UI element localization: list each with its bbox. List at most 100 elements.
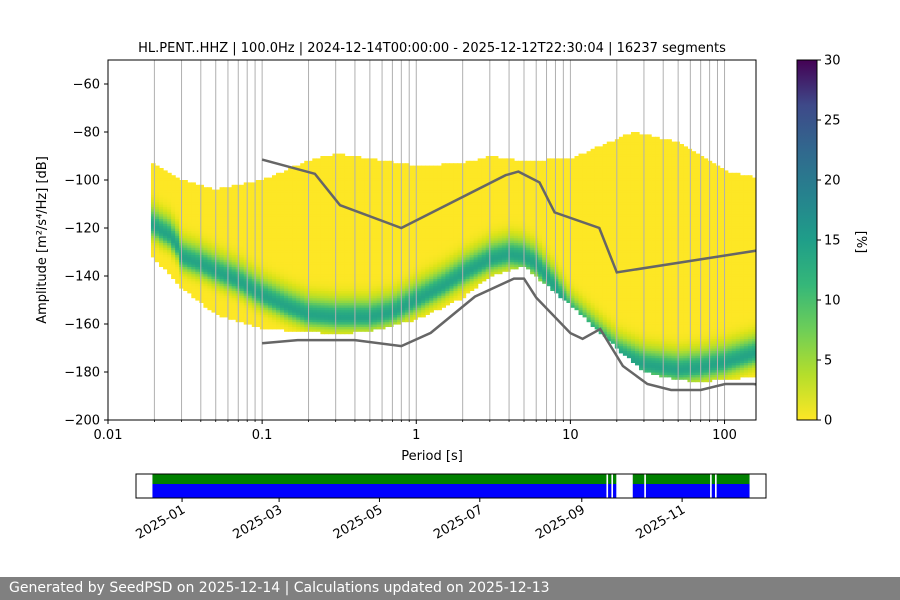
heatmap-cell bbox=[263, 177, 269, 181]
heatmap-cell bbox=[304, 254, 309, 258]
heatmap-cell bbox=[324, 213, 330, 217]
heatmap-cell bbox=[380, 244, 386, 248]
heatmap-cell bbox=[328, 268, 334, 272]
heatmap-cell bbox=[401, 230, 406, 234]
heatmap-cell bbox=[368, 163, 374, 167]
heatmap-cell bbox=[300, 211, 305, 215]
heatmap-cell bbox=[380, 292, 386, 296]
heatmap-cell bbox=[231, 309, 237, 313]
heatmap-cell bbox=[167, 187, 172, 191]
heatmap-cell bbox=[364, 180, 370, 183]
heatmap-cell bbox=[384, 211, 390, 215]
heatmap-cell bbox=[449, 256, 455, 260]
heatmap-cell bbox=[159, 232, 164, 236]
heatmap-cell bbox=[417, 199, 422, 203]
heatmap-cell bbox=[465, 184, 471, 188]
heatmap-cell bbox=[304, 175, 309, 179]
heatmap-cell bbox=[437, 213, 442, 217]
heatmap-cell bbox=[376, 273, 382, 277]
heatmap-cell bbox=[328, 189, 334, 193]
heatmap-cell bbox=[360, 225, 366, 229]
heatmap-cell bbox=[203, 201, 209, 205]
heatmap-cell bbox=[227, 196, 233, 200]
heatmap-cell bbox=[409, 316, 414, 320]
heatmap-cell bbox=[380, 314, 386, 318]
heatmap-cell bbox=[469, 254, 475, 258]
heatmap-cell bbox=[364, 230, 370, 234]
heatmap-cell bbox=[328, 172, 334, 176]
heatmap-cell bbox=[292, 290, 297, 294]
heatmap-cell bbox=[356, 307, 362, 311]
heatmap-cell bbox=[376, 324, 382, 327]
heatmap-cell bbox=[227, 225, 233, 229]
heatmap-cell bbox=[336, 297, 342, 301]
heatmap-cell bbox=[425, 225, 430, 229]
heatmap-cell bbox=[150, 211, 156, 215]
heatmap-cell bbox=[441, 170, 447, 174]
heatmap-cell bbox=[296, 216, 301, 219]
heatmap-cell bbox=[267, 232, 273, 236]
heatmap-cell bbox=[255, 285, 261, 289]
heatmap-cell bbox=[372, 160, 378, 164]
heatmap-cell bbox=[288, 208, 293, 212]
heatmap-cell bbox=[316, 259, 321, 263]
heatmap-cell bbox=[429, 204, 434, 207]
heatmap-cell bbox=[163, 216, 168, 219]
heatmap-cell bbox=[372, 319, 378, 323]
heatmap-cell bbox=[332, 290, 338, 294]
heatmap-cell bbox=[360, 314, 366, 318]
heatmap-cell bbox=[199, 211, 204, 215]
heatmap-cell bbox=[405, 189, 410, 193]
heatmap-cell bbox=[380, 266, 386, 270]
heatmap-cell bbox=[328, 170, 334, 174]
heatmap-cell bbox=[263, 230, 269, 234]
heatmap-cell bbox=[187, 199, 192, 203]
heatmap-cell bbox=[292, 177, 297, 181]
heatmap-cell bbox=[409, 288, 414, 291]
heatmap-cell bbox=[473, 266, 479, 270]
heatmap-cell bbox=[276, 309, 281, 313]
heatmap-cell bbox=[441, 304, 447, 308]
heatmap-cell bbox=[421, 208, 426, 212]
heatmap-cell bbox=[271, 300, 277, 303]
heatmap-cell bbox=[473, 261, 479, 265]
heatmap-cell bbox=[336, 225, 342, 229]
heatmap-cell bbox=[175, 273, 180, 277]
heatmap-cell bbox=[461, 249, 467, 253]
heatmap-cell bbox=[453, 278, 459, 282]
heatmap-cell bbox=[219, 189, 225, 193]
heatmap-cell bbox=[243, 249, 249, 253]
heatmap-cell bbox=[267, 225, 273, 229]
heatmap-cell bbox=[429, 172, 434, 176]
heatmap-cell bbox=[376, 180, 382, 183]
heatmap-cell bbox=[360, 192, 366, 195]
heatmap-cell bbox=[328, 266, 334, 270]
heatmap-cell bbox=[199, 259, 204, 263]
heatmap-cell bbox=[417, 192, 422, 195]
heatmap-cell bbox=[263, 223, 269, 227]
heatmap-cell bbox=[316, 264, 321, 267]
heatmap-cell bbox=[223, 261, 229, 265]
heatmap-cell bbox=[469, 172, 475, 176]
heatmap-cell bbox=[227, 218, 233, 222]
heatmap-cell bbox=[344, 244, 350, 248]
heatmap-cell bbox=[288, 278, 293, 282]
heatmap-cell bbox=[372, 175, 378, 179]
heatmap-cell bbox=[320, 165, 326, 169]
heatmap-cell bbox=[312, 196, 317, 200]
heatmap-cell bbox=[207, 206, 213, 210]
heatmap-cell bbox=[155, 172, 160, 176]
heatmap-cell bbox=[243, 319, 249, 323]
heatmap-cell bbox=[397, 232, 402, 236]
heatmap-cell bbox=[292, 249, 297, 253]
heatmap-cell bbox=[336, 271, 342, 275]
heatmap-cell bbox=[239, 206, 245, 210]
heatmap-cell bbox=[409, 266, 414, 270]
heatmap-cell bbox=[267, 213, 273, 217]
heatmap-cell bbox=[356, 278, 362, 282]
heatmap-cell bbox=[413, 201, 418, 205]
heatmap-cell bbox=[409, 170, 414, 174]
heatmap-cell bbox=[187, 228, 192, 231]
heatmap-cell bbox=[344, 228, 350, 231]
heatmap-cell bbox=[376, 280, 382, 284]
